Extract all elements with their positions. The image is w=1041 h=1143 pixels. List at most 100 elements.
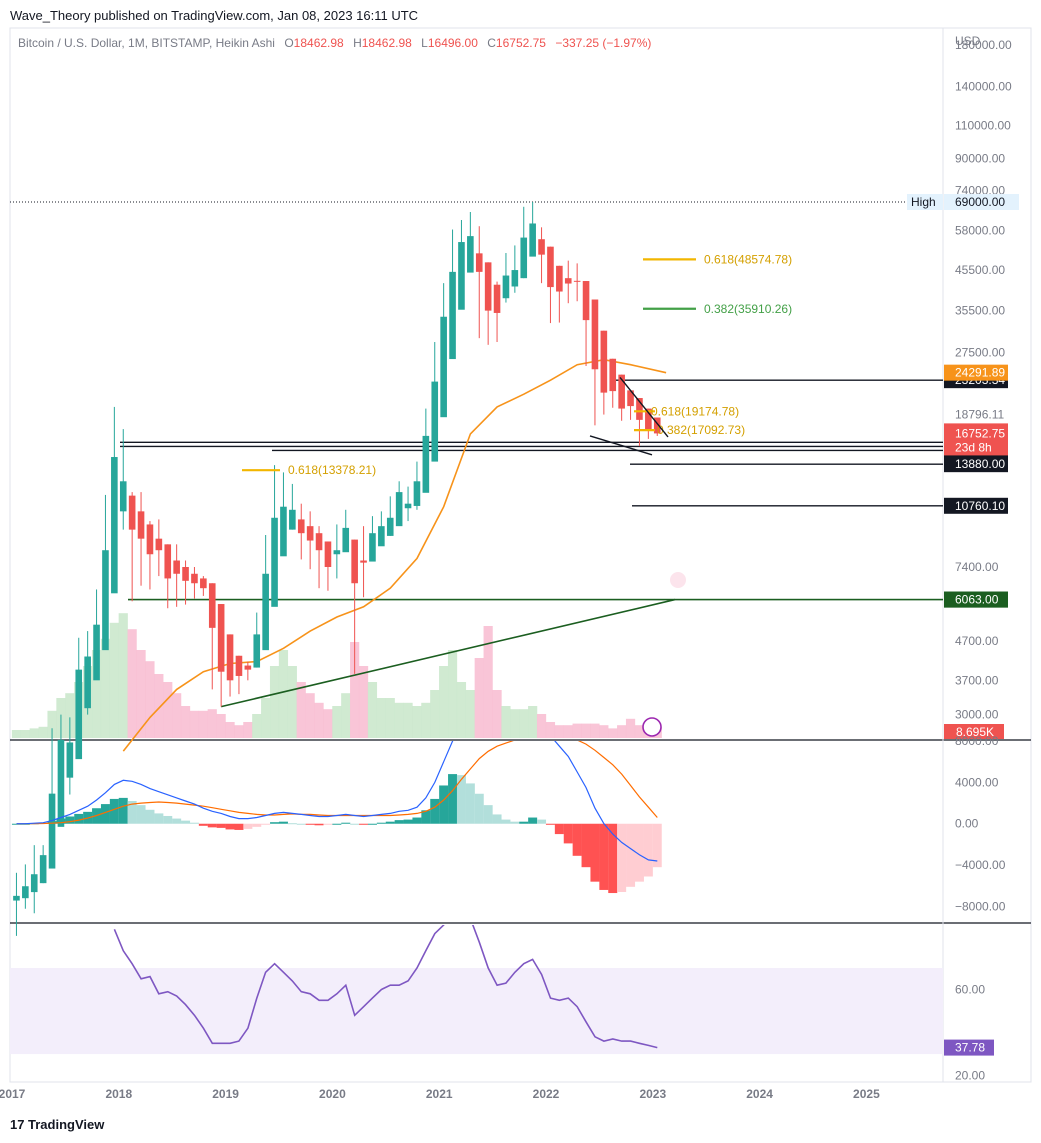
tradingview-footer[interactable]: 17 TradingView (10, 1117, 104, 1132)
volume-bar (47, 710, 57, 738)
macd-histogram-bar (599, 823, 609, 890)
high-value: 18462.98 (361, 36, 412, 50)
volume-bar (528, 706, 538, 738)
volume-bar (163, 682, 173, 738)
volume-bar (314, 702, 324, 738)
macd-tick-label: 8000.00 (955, 734, 999, 748)
macd-histogram-bar (519, 821, 529, 824)
volume-bar (608, 728, 618, 738)
volume-bar (394, 702, 404, 738)
candle-body (39, 855, 47, 884)
lightning-icon (642, 717, 662, 737)
candle-body (217, 604, 225, 672)
price-label-bg (944, 364, 1008, 381)
candle-body (244, 665, 252, 670)
volume-bar (376, 698, 386, 738)
macd-histogram-bar (154, 813, 164, 824)
macd-histogram-bar (252, 823, 262, 827)
volume-bar (430, 690, 440, 738)
open-value: 18462.98 (293, 36, 344, 50)
volume-bar (617, 725, 627, 738)
candle-body (235, 655, 243, 676)
close-label: C (487, 36, 496, 50)
chart-frame (9, 27, 1032, 1083)
tradingview-logo-icon: 17 (10, 1117, 25, 1132)
volume-bar (439, 666, 449, 738)
macd-histogram-bar (376, 822, 386, 824)
candle-body (84, 656, 91, 709)
candle-body (315, 533, 323, 551)
macd-histogram-bar (421, 810, 431, 824)
candle-body (458, 242, 465, 310)
candle-body (208, 583, 216, 628)
macd-histogram-bar (305, 823, 315, 825)
candle-body (102, 550, 109, 651)
time-axis-label: 2025 (853, 1087, 880, 1101)
candle-body (22, 886, 29, 899)
volume-bar (91, 650, 102, 738)
volume-bar (11, 730, 22, 738)
candle-body (627, 390, 634, 407)
level-price-bg (944, 456, 1008, 473)
macd-tick-label: 4000.00 (955, 775, 999, 789)
macd-histogram-bar (261, 823, 271, 825)
volume-bar (599, 725, 609, 738)
candle-body (173, 560, 180, 574)
macd-histogram-bar (207, 823, 217, 828)
volume-bar (261, 698, 271, 738)
candle-body (119, 481, 127, 512)
macd-histogram-bar (359, 823, 369, 825)
volume-bar (590, 723, 600, 738)
macd-histogram-bar (492, 814, 502, 824)
macd-histogram-bar (74, 813, 84, 824)
candle-body (253, 634, 261, 668)
high-tag-bg (907, 193, 943, 210)
candle-body (75, 669, 83, 760)
macd-histogram-bar (528, 817, 538, 824)
volume-bar (65, 693, 75, 738)
macd-histogram-bar (296, 823, 306, 825)
macd-histogram-bar (189, 822, 199, 824)
price-tick-label: 3000.00 (955, 708, 999, 722)
candle-body (582, 281, 590, 321)
volume-bar (243, 722, 253, 738)
volume-bar (287, 666, 297, 738)
volume-bar (403, 702, 413, 738)
macd-histogram-bar (278, 821, 288, 824)
candle-body (440, 316, 447, 418)
candle-body (146, 524, 154, 555)
candle-body (13, 895, 20, 901)
macd-histogram-bar (145, 809, 155, 824)
candle-body (395, 492, 403, 527)
macd-histogram-bar (652, 823, 662, 868)
macd-histogram-bar (198, 823, 208, 826)
price-tick-label: 7400.00 (955, 560, 999, 574)
volume-bar (572, 723, 582, 738)
candle-body (475, 253, 483, 272)
macd-histogram-bar (430, 798, 440, 824)
macd-histogram-bar (56, 818, 66, 824)
candle-body (431, 381, 439, 462)
volume-bar (474, 658, 484, 738)
candle-body (573, 280, 581, 282)
volume-bar (519, 709, 529, 738)
volume-bar (385, 698, 395, 738)
countdown-label: 23d 8h (955, 440, 992, 454)
volume-bar (29, 728, 39, 738)
macd-histogram-bar (626, 823, 636, 887)
moving-average-line (122, 358, 667, 752)
macd-histogram-bar (65, 816, 75, 824)
candle-body (57, 739, 65, 827)
macd-histogram-bar (448, 774, 458, 824)
volume-bar (269, 666, 280, 738)
volume-bar (412, 706, 422, 738)
high-label: H (353, 36, 362, 50)
macd-histogram-bar (537, 819, 547, 824)
candle-body (137, 511, 145, 539)
price-tick-label: 4700.00 (955, 634, 999, 648)
candle-body (645, 408, 652, 431)
volume-bar (305, 693, 315, 738)
volume-bar (38, 726, 48, 738)
volume-bar (234, 725, 244, 738)
